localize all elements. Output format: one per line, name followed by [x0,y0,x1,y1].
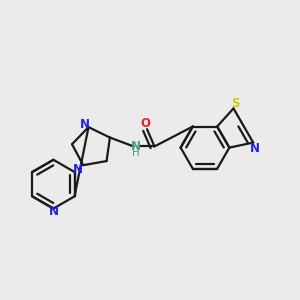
Text: O: O [140,117,151,130]
Text: N: N [73,163,82,176]
Text: N: N [80,118,90,131]
Text: N: N [131,140,141,153]
Text: N: N [48,205,59,218]
Text: N: N [250,142,260,155]
Text: S: S [231,97,239,110]
Text: H: H [132,148,140,158]
